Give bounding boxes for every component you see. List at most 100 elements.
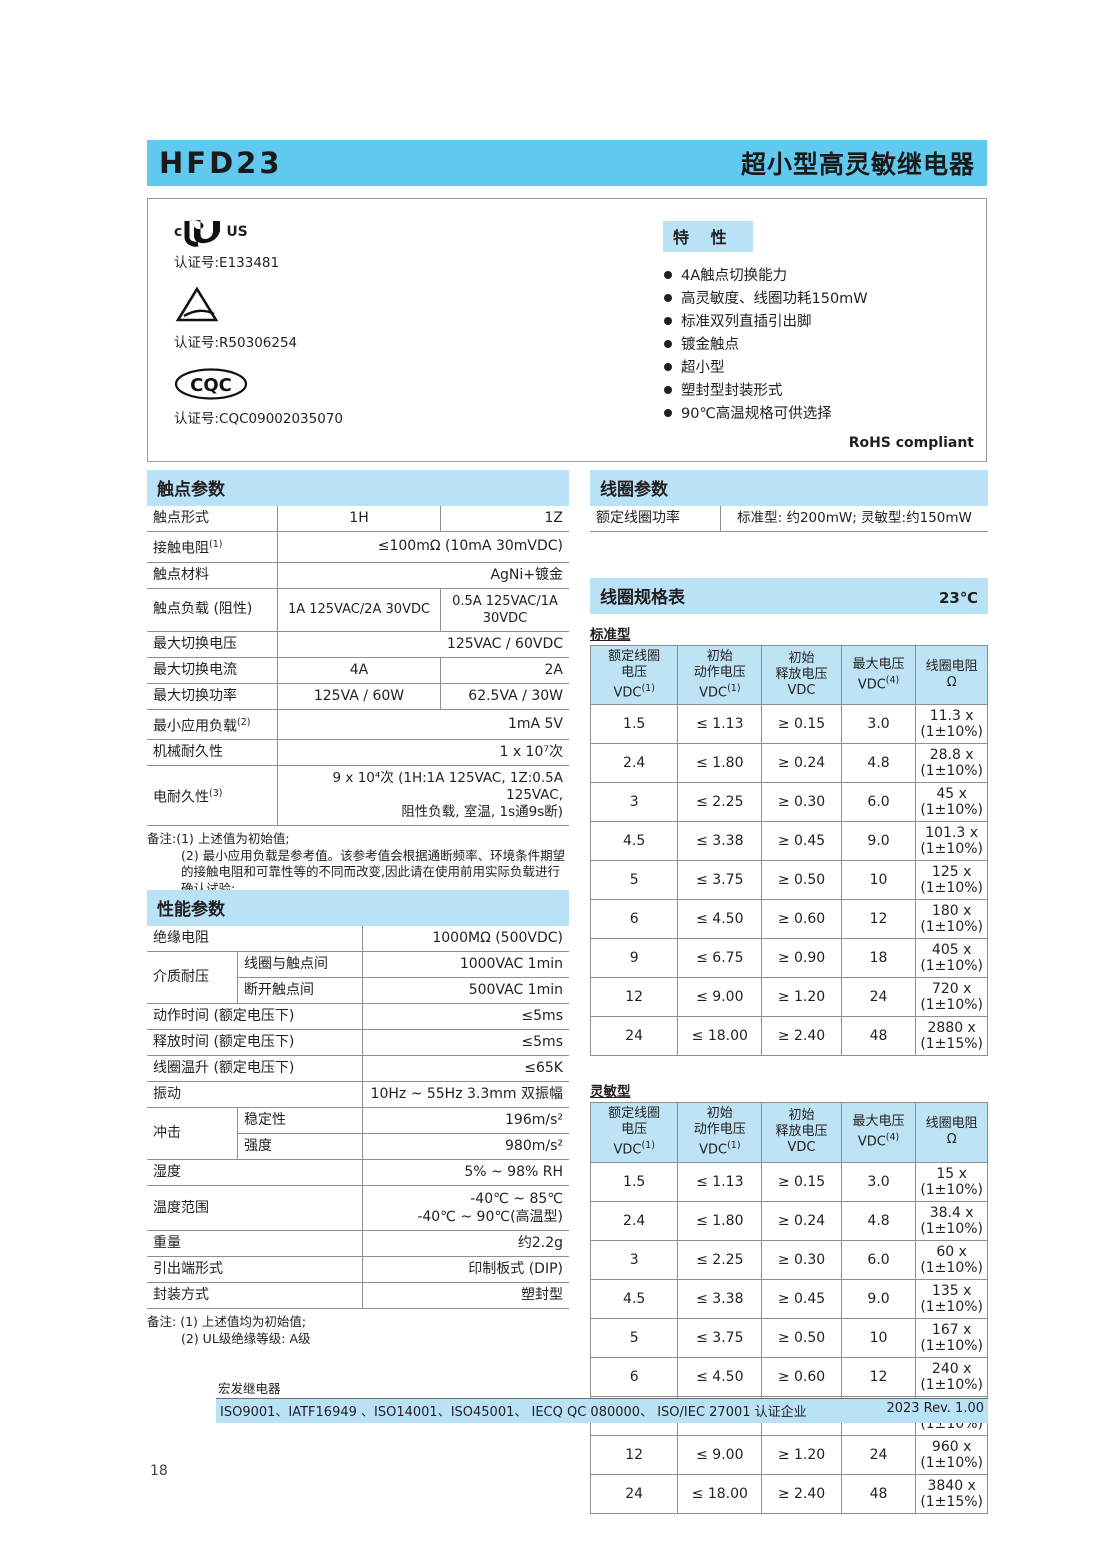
- cell-pickup-voltage: ≤ 4.50: [677, 1356, 763, 1397]
- cell-dropout-voltage: ≥ 1.20: [761, 1434, 842, 1475]
- contact-parameters-title: 触点参数: [147, 470, 569, 506]
- cell-dropout-voltage: ≥ 2.40: [761, 1473, 842, 1514]
- cell-pickup-voltage: ≤ 6.75: [677, 938, 763, 979]
- cell-coil-resistance: 11.3 x (1±10%): [915, 704, 988, 745]
- row-value: ≤5ms: [362, 1003, 569, 1030]
- cell-max-voltage: 4.8: [840, 743, 917, 784]
- cell-dropout-voltage: ≥ 0.50: [761, 1317, 842, 1358]
- table-row: 振动 10Hz ~ 55Hz 3.3mm 双振幅: [147, 1081, 569, 1108]
- row-label: 最大切换功率: [147, 683, 278, 710]
- row-value: -40℃ ~ 85℃ -40℃ ~ 90℃(高温型): [362, 1185, 569, 1231]
- cell-max-voltage: 9.0: [840, 1278, 917, 1319]
- cell-rated-voltage: 5: [589, 1317, 679, 1358]
- features-title: 特 性: [663, 221, 753, 252]
- table-row: 机械耐久性 1 x 10⁷次: [147, 739, 569, 767]
- note-text: (1) 上述值均为初始值;: [180, 1314, 307, 1329]
- cell-coil-resistance: 2880 x (1±15%): [915, 1016, 988, 1057]
- feature-item: 塑封型封装形式: [664, 380, 974, 403]
- cell-coil-resistance: 405 x (1±10%): [915, 938, 988, 979]
- feature-label: 塑封型封装形式: [681, 383, 783, 399]
- table-row: 2.4 ≤ 1.80 ≥ 0.24 4.8 38.4 x (1±10%): [589, 1200, 988, 1241]
- row-value: AgNi+镀金: [277, 562, 569, 589]
- cell-max-voltage: 6.0: [840, 782, 917, 823]
- coil-spec-subtype-standard: 标准型: [590, 627, 631, 643]
- table-row: 介质耐压 线圈与触点间 1000VAC 1min: [147, 951, 569, 1004]
- feature-label: 超小型: [681, 360, 725, 376]
- cell-dropout-voltage: ≥ 0.30: [761, 782, 842, 823]
- section-label: 性能参数: [157, 900, 225, 920]
- row-sublabel: 强度: [237, 1133, 363, 1160]
- feature-label: 镀金触点: [681, 337, 739, 353]
- coil-spec-standard-body: 1.5 ≤ 1.13 ≥ 0.15 3.0 11.3 x (1±10%) 2.4…: [589, 704, 988, 1057]
- feature-label: 高灵敏度、线圈功耗150mW: [681, 291, 868, 307]
- cell-pickup-voltage: ≤ 18.00: [677, 1016, 763, 1057]
- section-label: 线圈参数: [600, 480, 668, 500]
- cell-max-voltage: 12: [840, 899, 917, 940]
- cell-pickup-voltage: ≤ 18.00: [677, 1473, 763, 1514]
- cell-max-voltage: 48: [840, 1016, 917, 1057]
- table-row: 4.5 ≤ 3.38 ≥ 0.45 9.0 135 x (1±10%): [589, 1278, 988, 1319]
- tuv-triangle-icon: [175, 286, 219, 322]
- notes-label: 备注:: [147, 1314, 177, 1329]
- cell-rated-voltage: 12: [589, 1434, 679, 1475]
- row-label: 介质耐压: [147, 951, 238, 1004]
- cell-dropout-voltage: ≥ 2.40: [761, 1016, 842, 1057]
- cell-pickup-voltage: ≤ 1.13: [677, 704, 763, 745]
- row-label: 触点材料: [147, 562, 278, 589]
- cell-max-voltage: 3.0: [840, 1161, 917, 1202]
- table-row: 3 ≤ 2.25 ≥ 0.30 6.0 45 x (1±10%): [589, 782, 988, 823]
- table-row: 1.5 ≤ 1.13 ≥ 0.15 3.0 11.3 x (1±10%): [589, 704, 988, 745]
- footer-brand: 宏发继电器: [216, 1378, 988, 1399]
- product-model: HFD23: [159, 146, 283, 180]
- cell-pickup-voltage: ≤ 1.80: [677, 743, 763, 784]
- row-sublabel: 线圈与触点间: [237, 951, 363, 978]
- row-value: 1000VAC 1min: [362, 951, 569, 978]
- cell-dropout-voltage: ≥ 1.20: [761, 977, 842, 1018]
- cell-coil-resistance: 125 x (1±10%): [915, 860, 988, 901]
- cell-dropout-voltage: ≥ 0.60: [761, 899, 842, 940]
- cell-coil-resistance: 720 x (1±10%): [915, 977, 988, 1018]
- row-label: 引出端形式: [147, 1256, 363, 1283]
- cell-max-voltage: 3.0: [840, 704, 917, 745]
- notes-label: 备注:: [147, 831, 177, 847]
- cell-dropout-voltage: ≥ 0.15: [761, 704, 842, 745]
- row-value-1z: 1Z: [440, 506, 569, 532]
- section-label: 线圈规格表: [600, 588, 685, 608]
- feature-label: 标准双列直插引出脚: [681, 314, 812, 330]
- coil-spec-sensitive-body: 1.5 ≤ 1.13 ≥ 0.15 3.0 15 x (1±10%) 2.4 ≤…: [589, 1161, 988, 1514]
- row-value: 标准型: 约200mW; 灵敏型:约150mW: [720, 506, 988, 532]
- row-label: 最小应用负载(2): [147, 709, 278, 741]
- col-rated-coil-voltage: 额定线圈 电压 VDC(1): [589, 644, 679, 706]
- cell-rated-voltage: 24: [589, 1473, 679, 1514]
- col-coil-resistance: 线圈电阻 Ω: [915, 1102, 988, 1163]
- feature-item: 超小型: [664, 357, 974, 380]
- table-row: 5 ≤ 3.75 ≥ 0.50 10 125 x (1±10%): [589, 860, 988, 901]
- cell-rated-voltage: 3: [589, 1239, 679, 1280]
- row-value-1h: 1H: [277, 506, 441, 532]
- row-value: 印制板式 (DIP): [362, 1256, 569, 1283]
- table-header-row: 额定线圈 电压 VDC(1) 初始 动作电压 VDC(1) 初始 释放电压 VDC 最大电压…: [589, 644, 988, 706]
- row-value: 196m/s²: [362, 1107, 569, 1134]
- row-value-1z: 0.5A 125VAC/1A 30VDC: [440, 588, 569, 632]
- row-label: 绝缘电阻: [147, 926, 363, 952]
- cell-rated-voltage: 5: [589, 860, 679, 901]
- table-row: 1.5 ≤ 1.13 ≥ 0.15 3.0 15 x (1±10%): [589, 1161, 988, 1202]
- row-label: 重量: [147, 1230, 363, 1257]
- ul-recognized-icon: c US: [174, 215, 554, 249]
- table-row: 冲击 稳定性 196m/s²: [147, 1107, 569, 1160]
- cell-rated-voltage: 4.5: [589, 821, 679, 862]
- certification-tuv: 认证号:R50306254: [174, 285, 554, 351]
- note-row: (2) UL级绝缘等级: A级: [147, 1331, 569, 1348]
- note-text: (1) 上述值为初始值;: [176, 831, 290, 847]
- table-row: 最大切换电压 125VAC / 60VDC: [147, 631, 569, 658]
- row-value: 1000MΩ (500VDC): [362, 926, 569, 952]
- row-label: 触点形式: [147, 506, 278, 532]
- cell-max-voltage: 12: [840, 1356, 917, 1397]
- cell-coil-resistance: 101.3 x (1±10%): [915, 821, 988, 862]
- table-row: 湿度 5% ~ 98% RH: [147, 1159, 569, 1186]
- feature-item: 镀金触点: [664, 334, 974, 357]
- page-title-bar: HFD23 超小型高灵敏继电器: [147, 140, 987, 186]
- table-row: 引出端形式 印制板式 (DIP): [147, 1256, 569, 1283]
- feature-item: 高灵敏度、线圈功耗150mW: [664, 288, 974, 311]
- footer-iso-text: ISO9001、IATF16949 、ISO14001、ISO45001、 IE…: [220, 1405, 807, 1420]
